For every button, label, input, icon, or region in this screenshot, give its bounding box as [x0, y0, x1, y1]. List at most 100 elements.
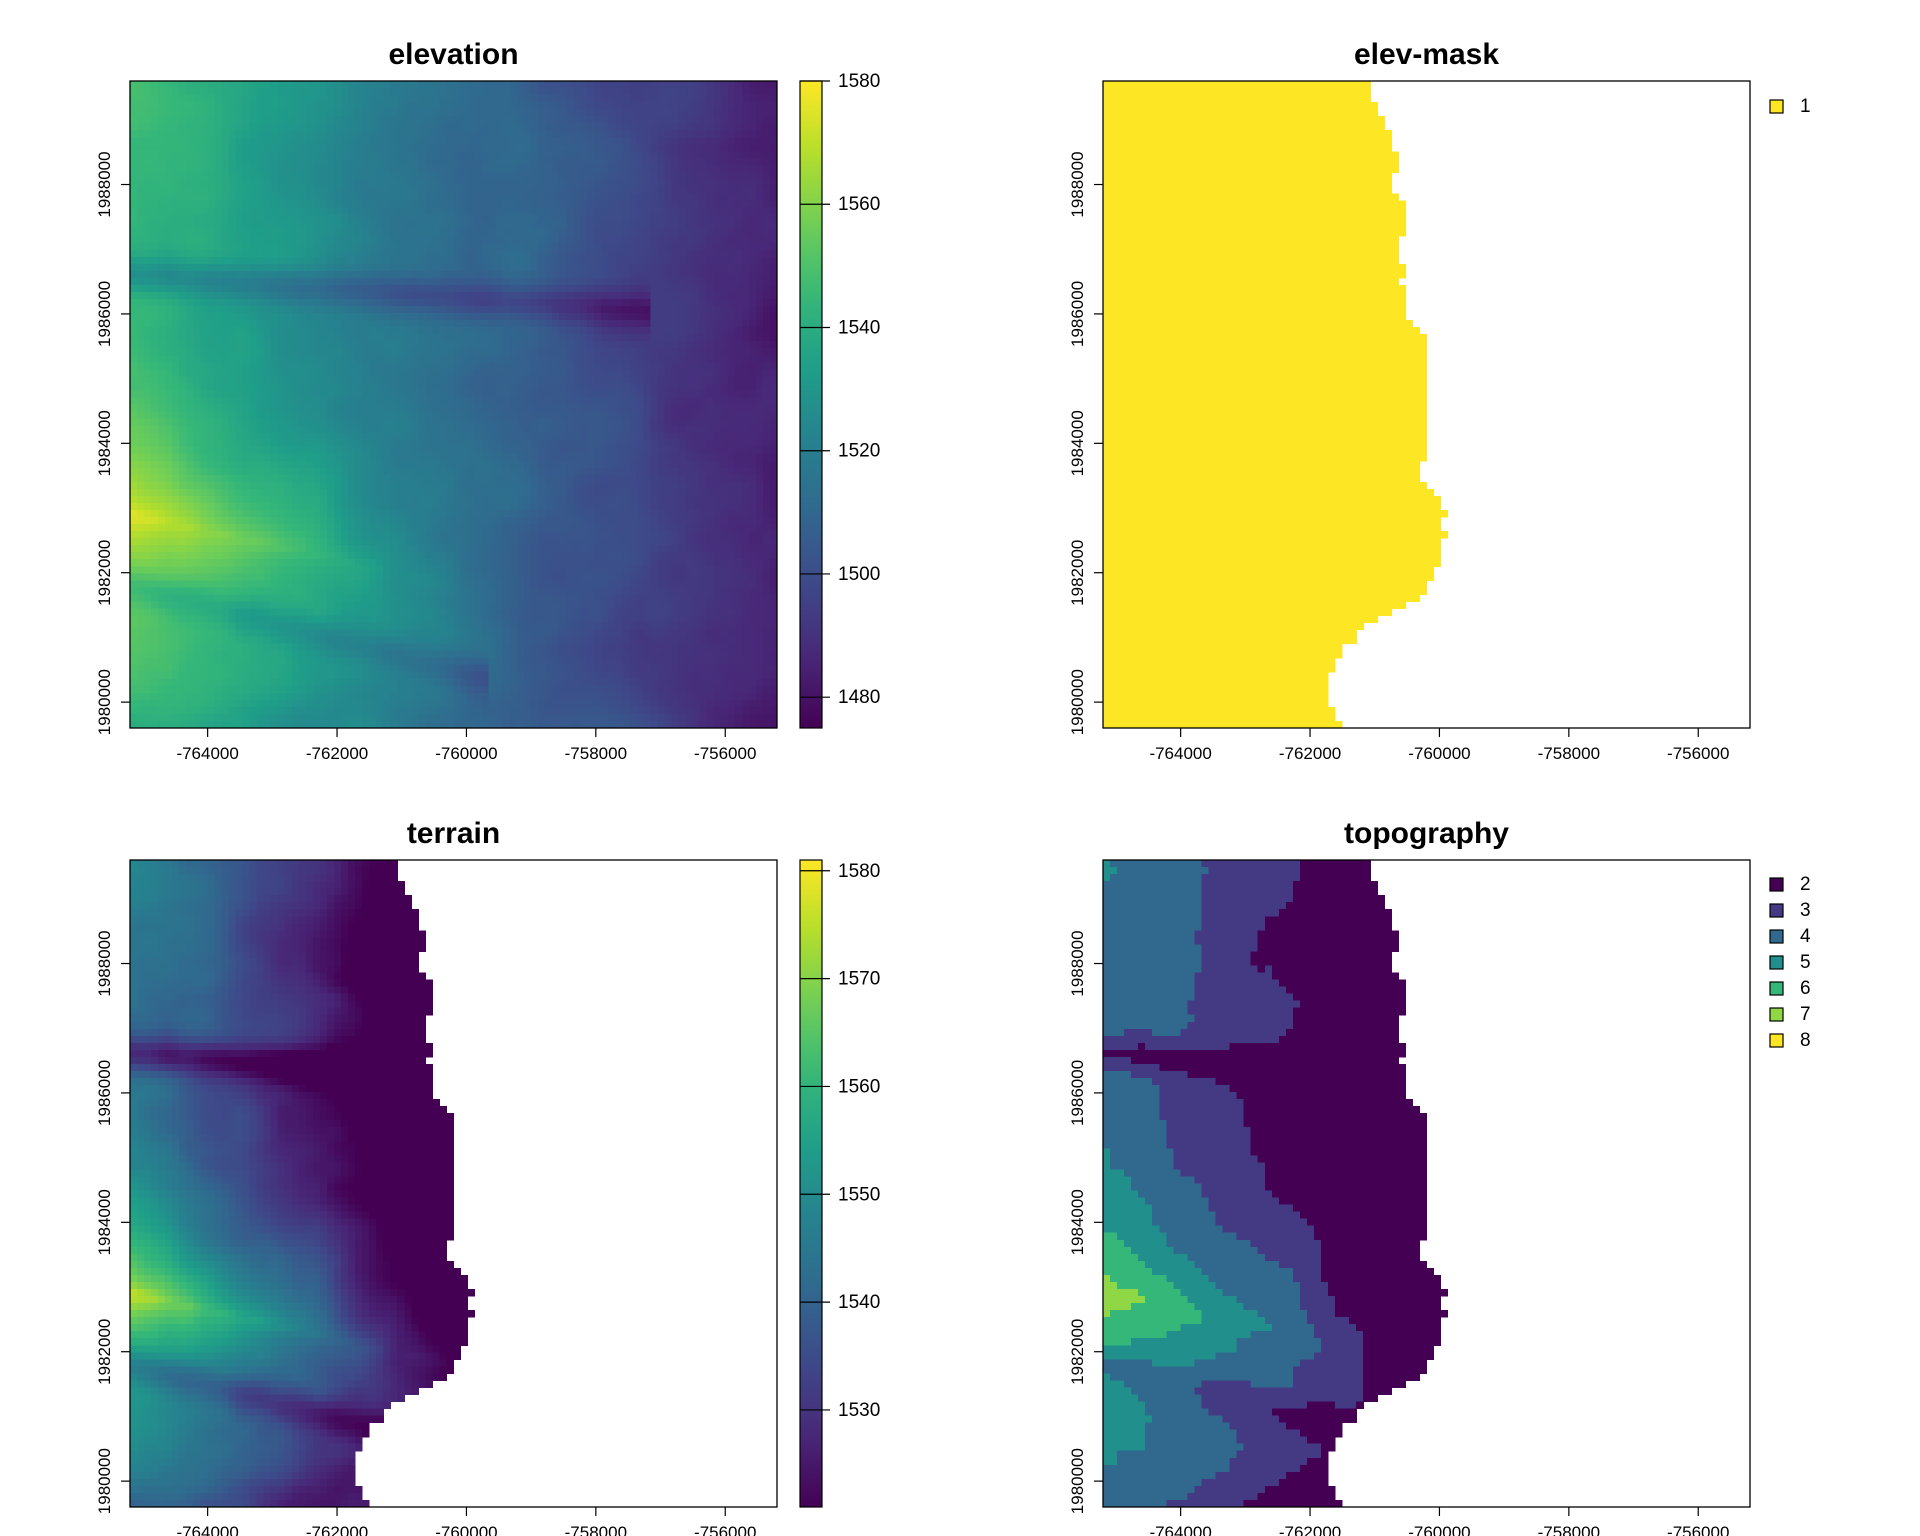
- raster-cell: [686, 320, 694, 328]
- raster-cell: [496, 158, 504, 166]
- raster-cell: [313, 313, 321, 321]
- raster-cell: [411, 327, 419, 335]
- raster-cell: [742, 81, 750, 89]
- raster-cell: [376, 88, 384, 96]
- raster-cell: [580, 257, 588, 265]
- raster-cell: [250, 158, 258, 166]
- raster-cell: [411, 383, 419, 391]
- raster-cell: [650, 165, 658, 173]
- raster-cell: [672, 109, 680, 117]
- raster-cell: [278, 334, 286, 342]
- raster-cell: [650, 348, 658, 356]
- raster-cell: [721, 447, 729, 455]
- raster-cell: [714, 383, 722, 391]
- raster-cell: [707, 257, 715, 265]
- raster-cell: [608, 229, 616, 237]
- raster-cell: [320, 369, 328, 377]
- raster-cell: [531, 327, 539, 335]
- raster-cell: [207, 123, 215, 131]
- raster-cell: [686, 123, 694, 131]
- raster-cell: [327, 397, 335, 405]
- raster-cell: [566, 158, 574, 166]
- raster-cell: [489, 397, 497, 405]
- raster-cell: [137, 109, 145, 117]
- raster-cell: [432, 419, 440, 427]
- raster-cell: [411, 299, 419, 307]
- raster-cell: [461, 383, 469, 391]
- raster-cell: [264, 306, 272, 314]
- raster-cell: [657, 137, 665, 145]
- raster-cell: [454, 229, 462, 237]
- raster-cell: [587, 236, 595, 244]
- raster-cell: [482, 215, 490, 223]
- raster-cell: [158, 172, 166, 180]
- raster-cell: [672, 362, 680, 370]
- raster-cell: [250, 123, 258, 131]
- raster-cell: [207, 222, 215, 230]
- raster-cell: [679, 116, 687, 124]
- raster-cell: [608, 123, 616, 131]
- raster-cell: [721, 320, 729, 328]
- raster-cell: [432, 433, 440, 441]
- raster-cell: [207, 412, 215, 420]
- raster-cell: [151, 179, 159, 187]
- raster-cell: [461, 250, 469, 258]
- raster-cell: [643, 383, 651, 391]
- raster-cell: [278, 299, 286, 307]
- raster-cell: [573, 433, 581, 441]
- raster-cell: [735, 271, 743, 279]
- raster-cell: [643, 447, 651, 455]
- raster-cell: [629, 390, 637, 398]
- raster-cell: [524, 264, 532, 272]
- raster-cell: [714, 376, 722, 384]
- raster-cell: [573, 292, 581, 300]
- raster-cell: [679, 222, 687, 230]
- raster-cell: [636, 313, 644, 321]
- raster-cell: [130, 222, 138, 230]
- raster-cell: [650, 440, 658, 448]
- raster-cell: [200, 299, 208, 307]
- raster-cell: [643, 158, 651, 166]
- raster-cell: [552, 123, 560, 131]
- raster-cell: [622, 264, 630, 272]
- raster-cell: [489, 137, 497, 145]
- raster-cell: [475, 229, 483, 237]
- raster-cell: [292, 390, 300, 398]
- raster-cell: [545, 334, 553, 342]
- raster-cell: [657, 144, 665, 152]
- raster-cell: [299, 236, 307, 244]
- raster-cell: [144, 306, 152, 314]
- raster-cell: [439, 419, 447, 427]
- raster-cell: [643, 257, 651, 265]
- raster-cell: [313, 250, 321, 258]
- raster-cell: [144, 299, 152, 307]
- raster-cell: [404, 123, 412, 131]
- raster-cell: [228, 179, 236, 187]
- raster-cell: [200, 137, 208, 145]
- raster-cell: [404, 299, 412, 307]
- raster-cell: [728, 81, 736, 89]
- raster-cell: [545, 313, 553, 321]
- raster-cell: [763, 299, 771, 307]
- raster-cell: [313, 327, 321, 335]
- raster-cell: [594, 158, 602, 166]
- raster-cell: [172, 165, 180, 173]
- raster-cell: [482, 250, 490, 258]
- raster-cell: [320, 165, 328, 173]
- raster-cell: [292, 236, 300, 244]
- raster-cell: [714, 172, 722, 180]
- raster-cell: [742, 299, 750, 307]
- raster-cell: [200, 116, 208, 124]
- raster-cell: [763, 447, 771, 455]
- raster-cell: [243, 257, 251, 265]
- raster-cell: [425, 376, 433, 384]
- raster-cell: [707, 412, 715, 420]
- raster-cell: [664, 433, 672, 441]
- raster-cell: [439, 299, 447, 307]
- raster-cell: [348, 299, 356, 307]
- raster-cell: [235, 313, 243, 321]
- raster-cell: [643, 306, 651, 314]
- raster-cell: [383, 208, 391, 216]
- raster-cell: [475, 236, 483, 244]
- raster-cell: [728, 292, 736, 300]
